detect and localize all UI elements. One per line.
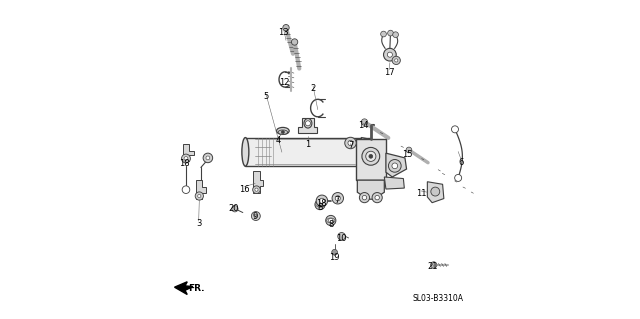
- Circle shape: [381, 31, 387, 37]
- Polygon shape: [428, 182, 444, 203]
- Text: 18: 18: [317, 199, 327, 208]
- Circle shape: [305, 121, 310, 126]
- Text: FR.: FR.: [188, 284, 204, 293]
- Polygon shape: [356, 139, 386, 180]
- Polygon shape: [298, 118, 317, 133]
- Circle shape: [393, 32, 399, 38]
- Text: 11: 11: [416, 189, 426, 198]
- Circle shape: [253, 186, 260, 194]
- Circle shape: [375, 196, 380, 200]
- Text: 13: 13: [278, 28, 289, 37]
- Circle shape: [360, 193, 369, 203]
- Circle shape: [392, 56, 401, 64]
- Circle shape: [383, 48, 396, 61]
- Circle shape: [348, 140, 353, 145]
- Text: 3: 3: [196, 219, 202, 228]
- Circle shape: [431, 262, 437, 268]
- Circle shape: [252, 211, 260, 220]
- Circle shape: [362, 196, 367, 200]
- Circle shape: [254, 214, 258, 218]
- Circle shape: [283, 25, 289, 31]
- Ellipse shape: [304, 119, 312, 128]
- Polygon shape: [245, 137, 371, 166]
- Circle shape: [198, 195, 201, 197]
- Polygon shape: [175, 282, 193, 294]
- Circle shape: [365, 151, 376, 161]
- Circle shape: [316, 195, 328, 206]
- Circle shape: [392, 163, 397, 169]
- Circle shape: [362, 119, 367, 125]
- Text: 2: 2: [310, 84, 316, 93]
- Circle shape: [345, 137, 356, 149]
- Polygon shape: [183, 144, 194, 161]
- Circle shape: [451, 126, 458, 133]
- Circle shape: [388, 160, 401, 172]
- Circle shape: [182, 154, 191, 163]
- Text: 19: 19: [329, 254, 340, 263]
- Circle shape: [206, 156, 210, 160]
- Circle shape: [338, 233, 346, 240]
- Circle shape: [195, 192, 204, 200]
- Text: 14: 14: [358, 121, 369, 130]
- Text: 1: 1: [305, 140, 310, 149]
- Circle shape: [232, 205, 238, 212]
- Circle shape: [281, 130, 284, 134]
- Polygon shape: [253, 171, 263, 193]
- Circle shape: [328, 218, 333, 223]
- Polygon shape: [384, 177, 404, 189]
- Text: 15: 15: [403, 150, 413, 159]
- Circle shape: [255, 188, 258, 191]
- Circle shape: [291, 39, 298, 45]
- Text: 6: 6: [459, 158, 464, 167]
- Circle shape: [372, 193, 382, 203]
- Polygon shape: [357, 180, 384, 199]
- Text: 4: 4: [275, 136, 281, 145]
- Circle shape: [319, 198, 324, 203]
- Text: 12: 12: [279, 78, 290, 86]
- Circle shape: [318, 202, 322, 207]
- Circle shape: [182, 186, 190, 194]
- Text: 21: 21: [428, 262, 438, 271]
- Circle shape: [388, 30, 394, 36]
- Circle shape: [395, 59, 398, 62]
- Circle shape: [454, 174, 461, 182]
- Circle shape: [332, 193, 344, 204]
- Text: 17: 17: [384, 68, 394, 77]
- Circle shape: [387, 52, 392, 57]
- Text: 5: 5: [264, 92, 269, 101]
- Text: 20: 20: [228, 204, 239, 213]
- Polygon shape: [362, 137, 377, 166]
- Text: 16: 16: [239, 185, 250, 194]
- Text: 7: 7: [335, 196, 340, 205]
- Ellipse shape: [242, 137, 249, 166]
- Text: SL03-B3310A: SL03-B3310A: [412, 294, 463, 303]
- Text: 9: 9: [252, 212, 257, 221]
- Text: 10: 10: [337, 234, 347, 243]
- Circle shape: [406, 147, 412, 153]
- Ellipse shape: [278, 130, 287, 134]
- Polygon shape: [386, 153, 406, 177]
- Circle shape: [332, 249, 337, 255]
- Text: 18: 18: [179, 160, 189, 168]
- Circle shape: [362, 147, 380, 165]
- Circle shape: [203, 153, 212, 163]
- Circle shape: [431, 187, 440, 196]
- Circle shape: [335, 196, 340, 201]
- Polygon shape: [196, 180, 206, 198]
- Circle shape: [326, 215, 336, 226]
- Circle shape: [369, 154, 372, 158]
- Text: 8: 8: [328, 220, 333, 229]
- Text: 7: 7: [348, 141, 353, 150]
- Text: 8: 8: [317, 203, 323, 212]
- Circle shape: [315, 199, 325, 210]
- Ellipse shape: [276, 127, 289, 134]
- Circle shape: [184, 157, 188, 160]
